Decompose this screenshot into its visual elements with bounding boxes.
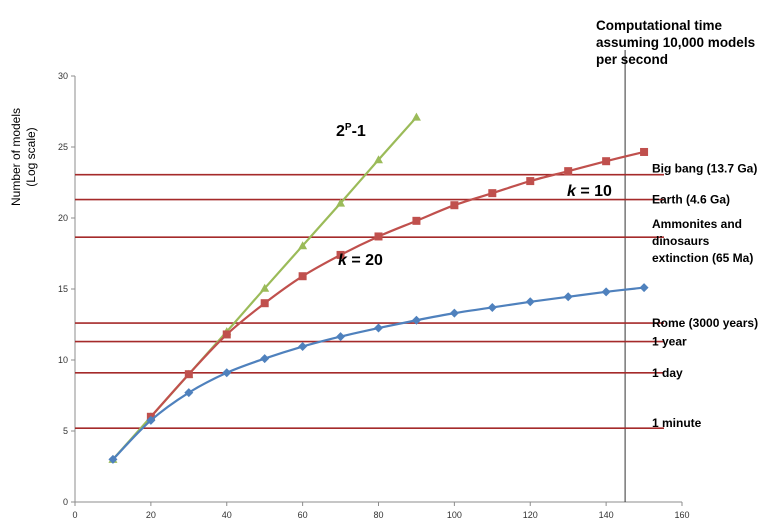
x-tick-label: 40 bbox=[222, 510, 232, 520]
data-point bbox=[449, 308, 459, 318]
y-tick-label: 25 bbox=[58, 142, 68, 152]
data-point bbox=[411, 112, 421, 121]
y-tick-label: 10 bbox=[58, 355, 68, 365]
reference-label: 1 year bbox=[652, 335, 687, 349]
x-tick-label: 160 bbox=[674, 510, 689, 520]
reference-label: dinosaurs bbox=[652, 234, 710, 248]
data-point bbox=[260, 283, 270, 292]
reference-label: extinction (65 Ma) bbox=[652, 251, 753, 265]
y-axis-title: (Log scale) bbox=[24, 127, 38, 186]
data-point bbox=[298, 272, 307, 281]
series-label-tail: = 20 bbox=[347, 252, 383, 269]
reference-label: 1 day bbox=[652, 366, 683, 380]
data-point bbox=[336, 198, 346, 207]
data-point bbox=[336, 332, 346, 342]
data-point bbox=[184, 388, 194, 398]
reference-label: Ammonites and bbox=[652, 217, 742, 231]
series-label-exhaustive: 2P-1 bbox=[336, 122, 366, 140]
data-point bbox=[374, 155, 383, 164]
data-point bbox=[298, 241, 308, 250]
x-tick-label: 140 bbox=[599, 510, 614, 520]
y-tick-label: 30 bbox=[58, 71, 68, 81]
series-label-tail: = 10 bbox=[576, 183, 612, 200]
x-tick-label: 60 bbox=[298, 510, 308, 520]
y-tick-label: 15 bbox=[58, 284, 68, 294]
data-point bbox=[222, 368, 232, 378]
data-point bbox=[298, 342, 308, 352]
series-label-k10: k = 10 bbox=[567, 183, 612, 200]
reference-lines bbox=[75, 173, 664, 429]
data-point bbox=[374, 232, 383, 241]
y-tick-label: 0 bbox=[63, 497, 68, 507]
series-layer bbox=[108, 112, 649, 464]
data-point bbox=[601, 287, 611, 297]
series-label-main: 2 bbox=[336, 123, 345, 140]
y-tick-label: 20 bbox=[58, 213, 68, 223]
data-point bbox=[184, 370, 193, 379]
series-k20 bbox=[146, 147, 649, 421]
reference-label: 1 minute bbox=[652, 416, 702, 430]
data-point bbox=[564, 167, 573, 176]
y-tick-label: 5 bbox=[63, 426, 68, 436]
data-point bbox=[412, 216, 421, 225]
series-label-main: k bbox=[567, 183, 577, 200]
x-tick-label: 0 bbox=[72, 510, 77, 520]
data-point bbox=[525, 297, 535, 307]
data-point bbox=[639, 283, 649, 293]
data-point bbox=[526, 177, 535, 186]
reference-label: Earth (4.6 Ga) bbox=[652, 193, 730, 207]
x-tick-label: 120 bbox=[523, 510, 538, 520]
labels: Computational time assuming 10,000 models… bbox=[336, 18, 758, 430]
data-point bbox=[260, 354, 270, 364]
series-label-k20: k = 20 bbox=[338, 252, 383, 269]
series-label-tail: -1 bbox=[352, 123, 366, 140]
axes: 0 5 10 15 20 25 30 0 20 40 60 80 100 120 140 160 Number … bbox=[9, 50, 690, 520]
data-point bbox=[108, 454, 118, 464]
series-k10 bbox=[108, 283, 649, 464]
data-point bbox=[640, 147, 649, 156]
computational-time-title: per second bbox=[596, 52, 668, 67]
data-point bbox=[602, 157, 611, 166]
computational-time-title: assuming 10,000 models bbox=[596, 35, 755, 50]
x-tick-label: 80 bbox=[373, 510, 383, 520]
reference-label: Rome (3000 years) bbox=[652, 316, 758, 330]
y-axis-title: Number of models bbox=[9, 108, 23, 206]
series-label-superscript: P bbox=[345, 122, 352, 133]
data-point bbox=[487, 302, 497, 312]
data-point bbox=[374, 323, 383, 333]
series-label-main: k bbox=[338, 252, 348, 269]
x-tick-label: 20 bbox=[146, 510, 156, 520]
data-point bbox=[336, 250, 345, 259]
data-point bbox=[222, 330, 231, 339]
reference-label: Big bang (13.7 Ga) bbox=[652, 162, 757, 176]
data-point bbox=[450, 201, 459, 210]
data-point bbox=[411, 315, 421, 325]
data-point bbox=[146, 415, 156, 425]
x-tick-label: 100 bbox=[447, 510, 462, 520]
data-point bbox=[488, 189, 497, 198]
data-point bbox=[260, 299, 269, 308]
computational-time-title: Computational time bbox=[596, 18, 722, 33]
data-point bbox=[563, 292, 573, 302]
